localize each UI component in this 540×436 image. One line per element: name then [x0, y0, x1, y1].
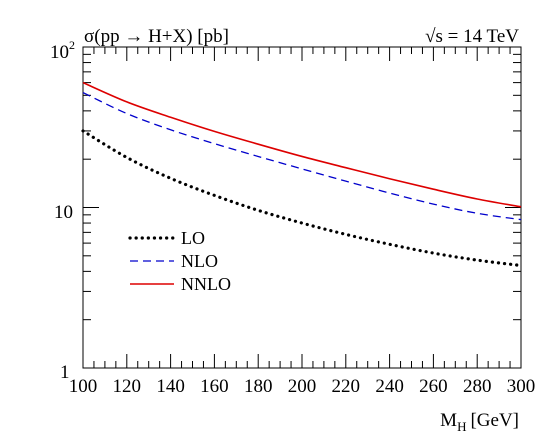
x-tick-labels: 100 120 140 160 180 200 220 240 260 280 300 [69, 376, 536, 397]
x-tick-label: 100 [69, 376, 98, 397]
x-tick-label: 160 [200, 376, 229, 397]
legend-label-nnlo: NNLO [181, 274, 231, 294]
chart-title: σ(pp → H+X) [pb] [84, 26, 229, 47]
x-axis-label: MH [GeV] [440, 410, 519, 434]
x-tick-label: 220 [332, 376, 361, 397]
x-tick-label: 240 [375, 376, 404, 397]
legend-label-nlo: NLO [181, 251, 218, 271]
series-line-nnlo [82, 81, 522, 208]
x-tick-label: 180 [244, 376, 273, 397]
y-tick-label-10: 10 [54, 202, 73, 223]
plot-frame [82, 46, 522, 369]
x-tick-label: 200 [288, 376, 317, 397]
axis-ticks [82, 46, 522, 369]
y-tick-label-1: 1 [60, 362, 70, 383]
x-tick-label: 260 [419, 376, 448, 397]
energy-annotation: √s = 14 TeV [425, 26, 519, 47]
x-tick-label: 120 [113, 376, 142, 397]
legend: LO NLO NNLO [128, 228, 231, 294]
y-tick-label-100: 102 [50, 38, 75, 63]
series-lines [81, 81, 523, 268]
x-tick-label: 140 [156, 376, 185, 397]
x-tick-label: 280 [463, 376, 492, 397]
series-line-lo [81, 129, 523, 268]
series-line-nlo [82, 91, 522, 221]
x-tick-label: 300 [507, 376, 536, 397]
legend-label-lo: LO [181, 228, 205, 248]
